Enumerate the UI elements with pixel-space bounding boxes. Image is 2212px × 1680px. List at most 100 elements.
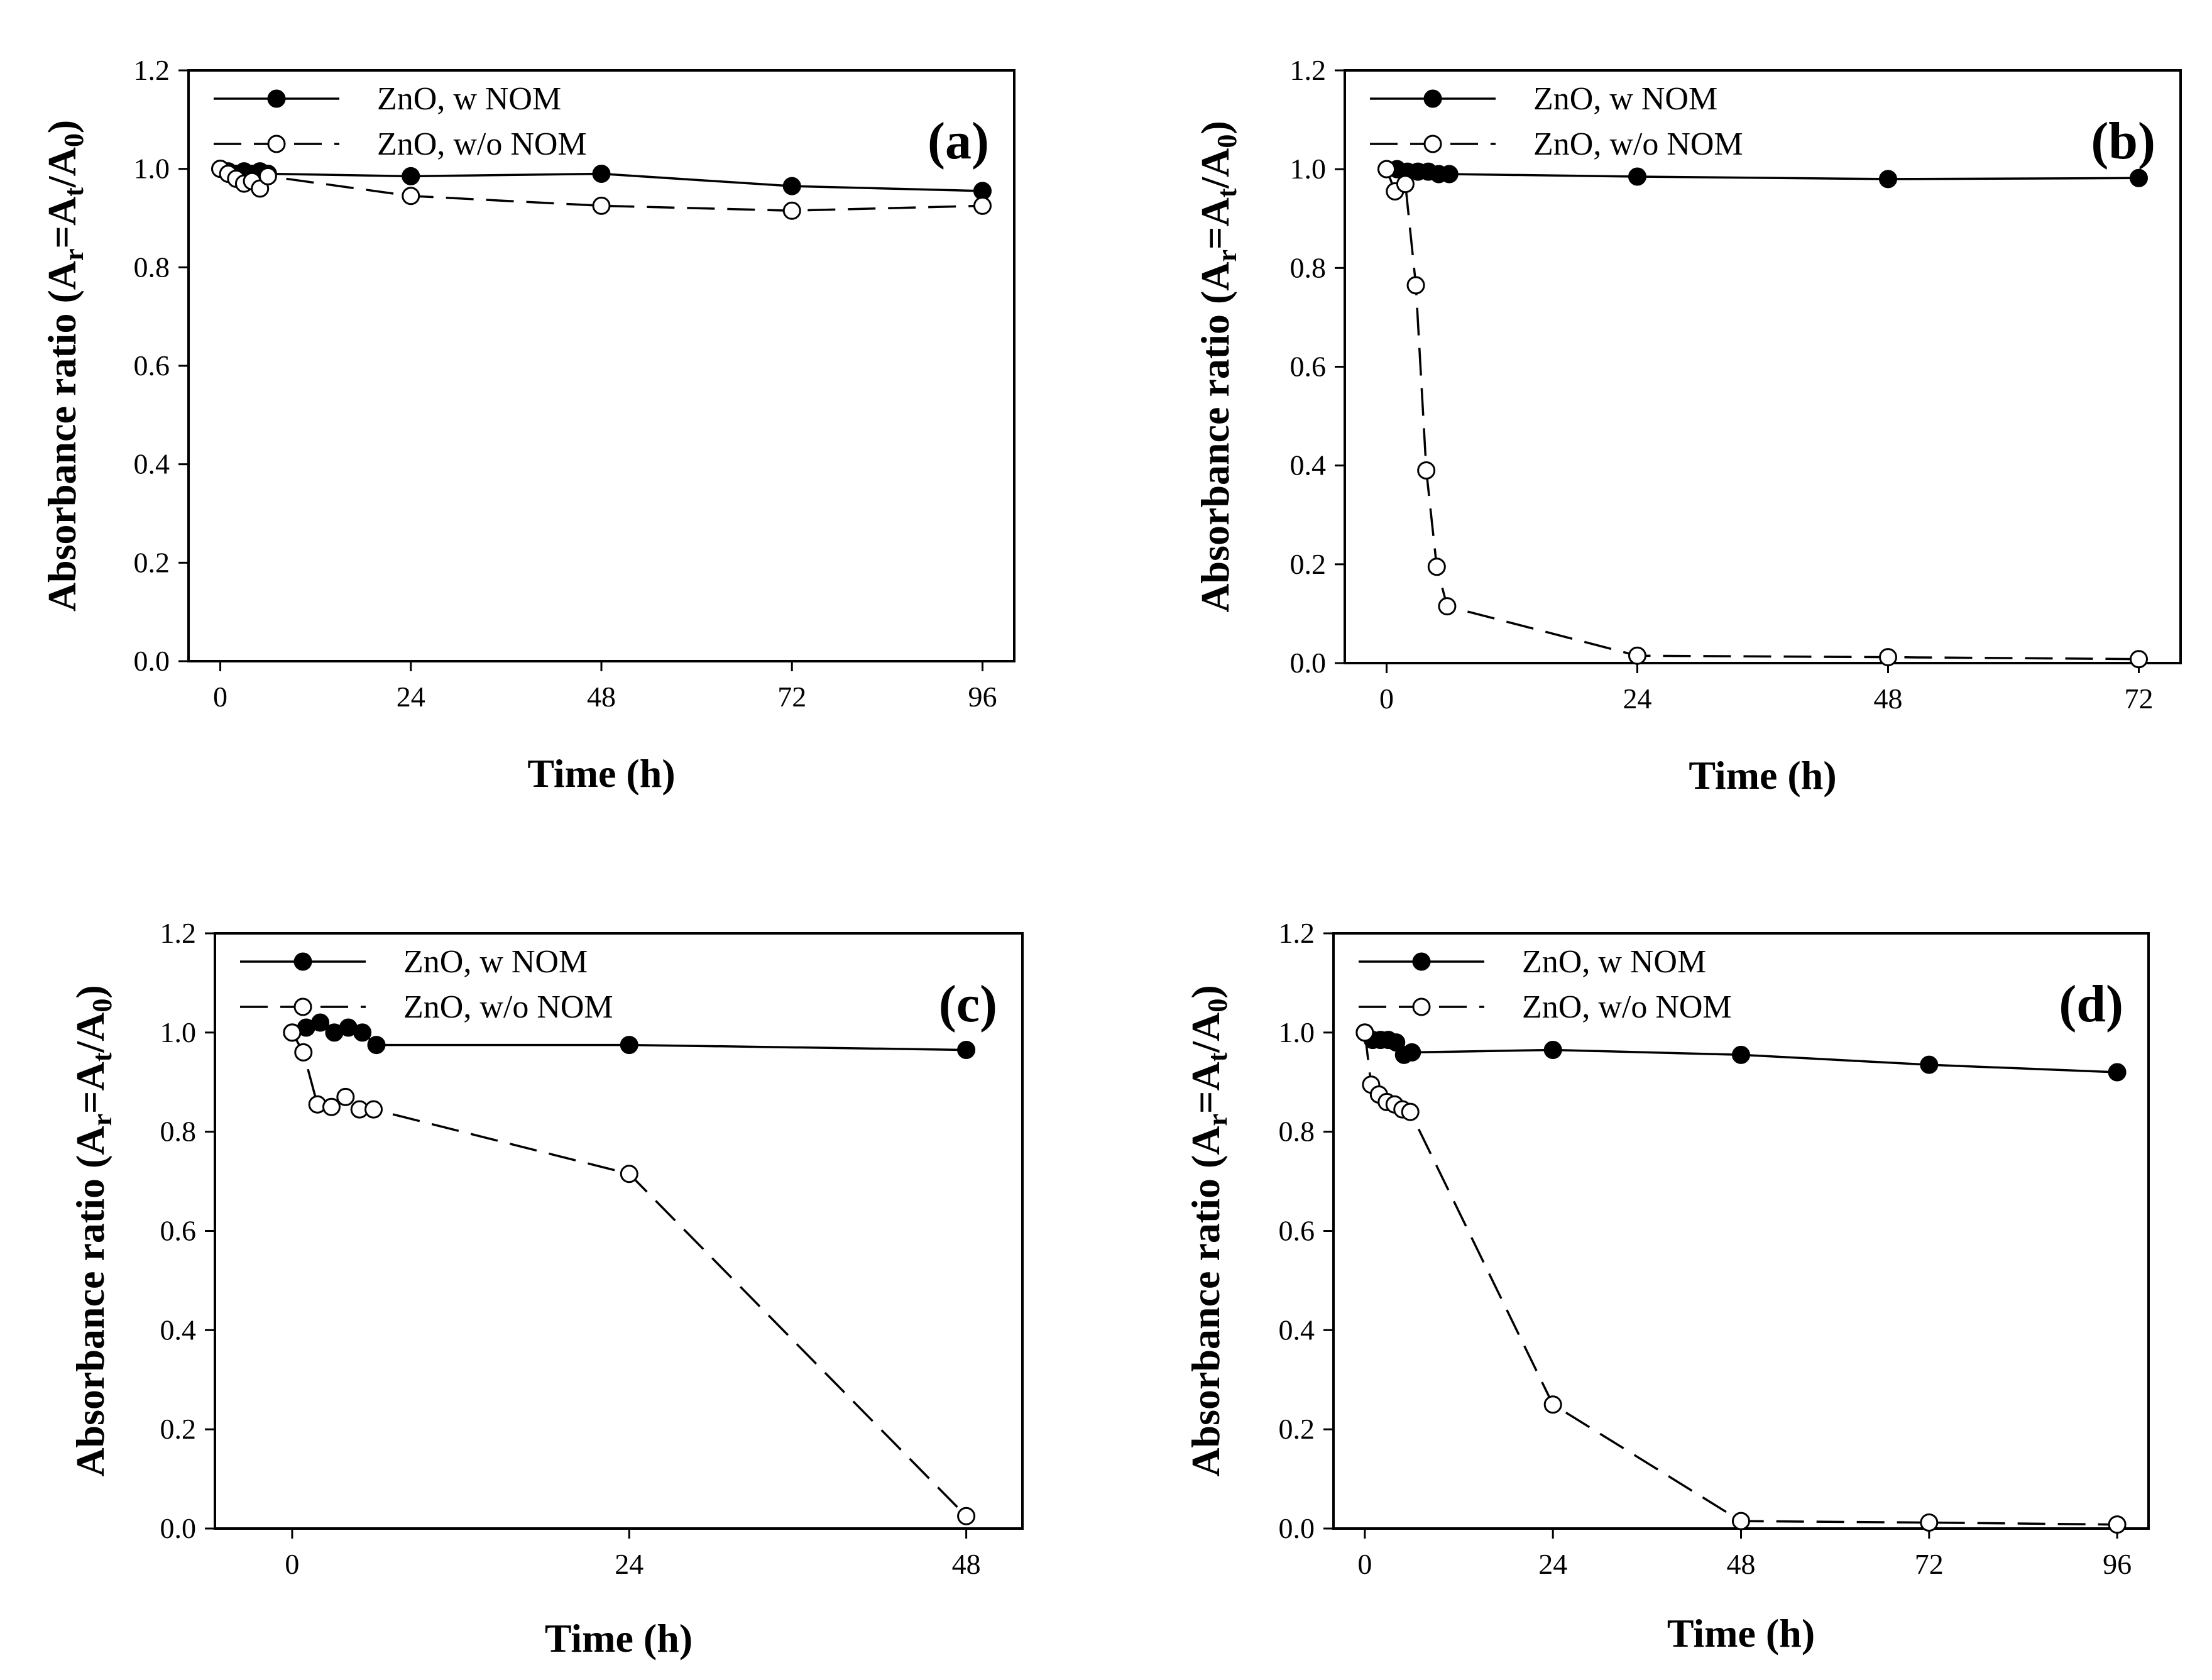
legend-label: ZnO, w/o NOM: [1522, 989, 1732, 1025]
y-tick-label: 1.2: [134, 54, 170, 86]
y-tick-label: 1.0: [1279, 1016, 1315, 1048]
series-line: [1385, 168, 2139, 661]
y-axis-title-part: 0: [1202, 999, 1233, 1013]
legend-label: ZnO, w NOM: [377, 81, 561, 117]
x-tick-label: 72: [777, 681, 806, 713]
y-tick-label: 1.2: [1279, 917, 1315, 949]
y-tick-label: 0.4: [1290, 449, 1327, 481]
data-point-w-nom: [957, 1040, 976, 1059]
data-point-w-nom: [2130, 168, 2148, 187]
y-axis-title-part: ): [1193, 121, 1237, 134]
data-point-w-nom: [311, 1013, 330, 1032]
data-point-w-nom: [1628, 167, 1646, 186]
data-point-wo-nom: [2130, 650, 2148, 669]
y-axis-title-part: t: [87, 1052, 118, 1062]
data-point-w-nom: [402, 167, 420, 185]
data-point-wo-nom: [1438, 597, 1457, 616]
legend-label: ZnO, w NOM: [1533, 81, 1717, 117]
data-point-wo-nom: [402, 187, 420, 206]
x-tick-label: 48: [1727, 1548, 1756, 1580]
y-tick-label: 0.8: [1279, 1116, 1315, 1148]
y-tick-label: 0.2: [160, 1413, 197, 1445]
data-point-w-nom: [620, 1036, 638, 1055]
y-axis-title-part: Absorbance ratio (A: [40, 261, 84, 612]
legend-marker-open: [293, 997, 312, 1016]
x-tick-label: 24: [615, 1548, 643, 1580]
y-tick-label: 0.8: [1290, 251, 1327, 283]
y-axis-title-part: =A: [1193, 197, 1237, 250]
x-tick-label: 24: [1623, 683, 1652, 715]
data-point-w-nom: [782, 177, 801, 195]
y-axis-title-part: r: [58, 248, 89, 261]
legend-marker-open: [1423, 135, 1442, 153]
legend: ZnO, w NOM ZnO, w/o NOM: [1370, 81, 1743, 162]
legend-label: ZnO, w/o NOM: [403, 989, 613, 1025]
y-axis-title: Absorbance ratio (Ar=At/A0): [40, 120, 89, 612]
y-tick-label: 0.4: [134, 448, 170, 480]
x-tick-label: 72: [1915, 1548, 1944, 1580]
x-tick-label: 48: [1874, 683, 1903, 715]
x-axis-title: Time (h): [545, 1616, 693, 1661]
y-tick-label: 0.6: [1279, 1215, 1315, 1247]
data-point-wo-nom: [258, 167, 277, 185]
data-point-wo-nom: [592, 196, 611, 215]
data-point-w-nom: [367, 1036, 386, 1055]
legend: ZnO, w NOM ZnO, w/o NOM: [214, 81, 587, 162]
data-point-w-nom: [2108, 1063, 2127, 1082]
y-axis-title-part: r: [87, 1114, 118, 1126]
y-axis-title-part: ): [68, 985, 112, 998]
y-axis-title-part: Absorbance ratio (A: [1193, 262, 1237, 613]
y-tick-label: 1.0: [134, 153, 170, 185]
y-axis-title-part: /A: [68, 1013, 112, 1053]
x-tick-label: 24: [1538, 1548, 1567, 1580]
data-point-wo-nom: [1355, 1023, 1374, 1042]
data-point-w-nom: [1732, 1045, 1750, 1064]
x-axis-title: Time (h): [527, 751, 675, 796]
data-point-wo-nom: [1879, 648, 1897, 667]
data-point-wo-nom: [336, 1087, 355, 1106]
y-axis-title-part: =A: [40, 197, 84, 249]
legend-marker-filled: [1423, 89, 1442, 108]
data-point-wo-nom: [2108, 1515, 2127, 1534]
y-axis-title-part: t: [1202, 1052, 1233, 1062]
x-tick-label: 96: [2103, 1548, 2132, 1580]
legend-marker-filled: [267, 89, 286, 108]
y-tick-label: 1.2: [1290, 54, 1327, 86]
legend-label: ZnO, w/o NOM: [1533, 126, 1743, 162]
x-tick-label: 72: [2125, 683, 2154, 715]
x-axis-title: Time (h): [1689, 753, 1836, 798]
y-tick-label: 1.0: [160, 1016, 197, 1048]
y-axis-title: Absorbance ratio (Ar=At/A0): [1193, 121, 1242, 612]
data-point-wo-nom: [1427, 557, 1446, 576]
y-axis-title-part: ): [40, 120, 84, 133]
y-tick-label: 0.2: [1290, 548, 1327, 580]
y-tick-label: 0.0: [160, 1512, 197, 1544]
data-point-wo-nom: [957, 1507, 976, 1525]
data-point-wo-nom: [1401, 1102, 1420, 1121]
y-axis-title-part: ): [1183, 985, 1228, 998]
data-point-wo-nom: [1920, 1513, 1939, 1532]
y-axis-title-part: Absorbance ratio (A: [1183, 1126, 1228, 1477]
x-tick-label: 24: [397, 681, 425, 713]
data-point-wo-nom: [1417, 461, 1436, 480]
panel-label: (b): [2091, 112, 2155, 170]
y-tick-label: 0.6: [1290, 351, 1327, 383]
data-point-w-nom: [592, 165, 611, 183]
data-point-wo-nom: [294, 1043, 313, 1062]
y-axis-title-part: r: [1202, 1114, 1233, 1126]
y-tick-label: 1.2: [160, 917, 197, 949]
y-tick-label: 0.6: [160, 1215, 197, 1247]
legend-label: ZnO, w NOM: [1522, 944, 1706, 980]
y-axis-title-part: 0: [87, 999, 118, 1013]
data-point-wo-nom: [620, 1165, 638, 1183]
legend-marker-open: [1412, 997, 1431, 1016]
data-point-wo-nom: [1396, 175, 1415, 194]
y-tick-label: 0.8: [134, 251, 170, 283]
x-tick-label: 96: [968, 681, 997, 713]
data-point-w-nom: [1920, 1055, 1939, 1074]
data-point-wo-nom: [322, 1097, 341, 1116]
data-point-w-nom: [1403, 1043, 1421, 1062]
y-tick-label: 0.4: [1279, 1314, 1315, 1346]
